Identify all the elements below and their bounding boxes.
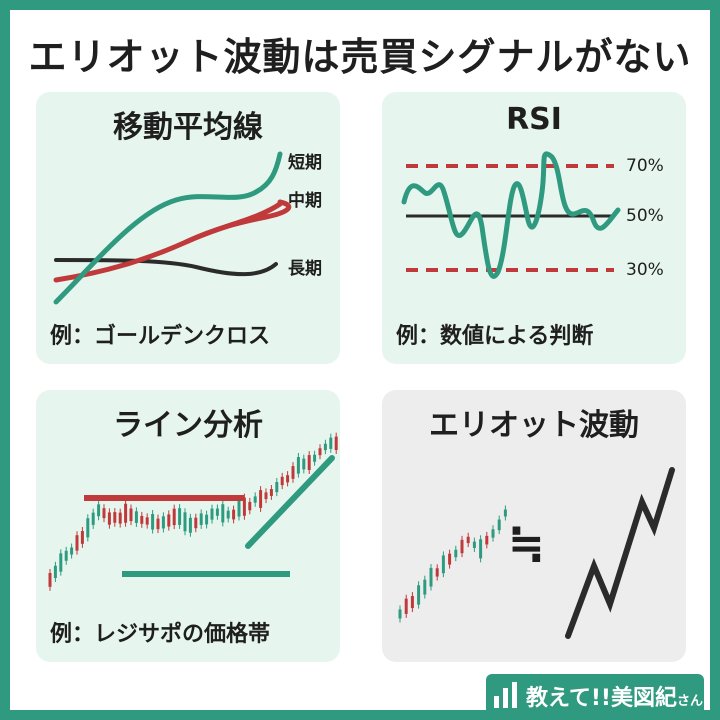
moving-average-chart xyxy=(53,151,292,305)
panel-rsi: RSI 70% 50% 30% 例：数値による判断 xyxy=(382,92,686,364)
panel-elliott-wave: エリオット波動 ≒ xyxy=(382,390,686,662)
panel-caption: 例：ゴールデンクロス xyxy=(50,324,271,349)
panel-caption: 例：レジサポの価格帯 xyxy=(50,622,271,647)
mid-ma-line-end xyxy=(183,201,283,245)
panel-moving-average: 移動平均線 短期 中期 長期 例：ゴールデンクロス xyxy=(36,92,340,364)
panel-title: 移動平均線 xyxy=(113,110,263,145)
short-ma-label: 短期 xyxy=(288,153,322,173)
trend-line xyxy=(245,455,335,549)
rsi-line xyxy=(401,151,621,279)
elliott-chart xyxy=(398,467,675,639)
line-analysis-chart xyxy=(48,432,338,591)
rsi-30-label: 30% xyxy=(626,260,664,280)
logo-text: 教えて!!美図紀さん xyxy=(526,680,703,712)
panel-title: RSI xyxy=(506,102,562,137)
logo-main-text: 教えて!!美図紀 xyxy=(526,686,677,711)
mid-ma-label: 中期 xyxy=(288,191,322,211)
long-ma-line xyxy=(54,258,278,277)
logo-chart-icon xyxy=(494,682,517,708)
rsi-chart xyxy=(401,151,621,279)
brand-logo: 教えて!!美図紀さん xyxy=(486,674,704,714)
panel-title: ライン分析 xyxy=(113,408,263,443)
panel-title: エリオット波動 xyxy=(429,408,639,443)
logo-suffix-text: さん xyxy=(676,694,703,709)
rsi-70-label: 70% xyxy=(626,156,664,176)
panel-line-analysis: ライン分析 例：レジサポの価格帯 xyxy=(36,390,340,662)
page-title: エリオット波動は売買シグナルがない xyxy=(28,35,692,79)
approx-equal-symbol: ≒ xyxy=(508,518,545,569)
elliott-wave-line xyxy=(565,467,675,639)
long-ma-label: 長期 xyxy=(288,259,322,279)
panel-caption: 例：数値による判断 xyxy=(396,324,594,349)
short-ma-line xyxy=(53,151,283,305)
rsi-50-label: 50% xyxy=(626,206,664,226)
